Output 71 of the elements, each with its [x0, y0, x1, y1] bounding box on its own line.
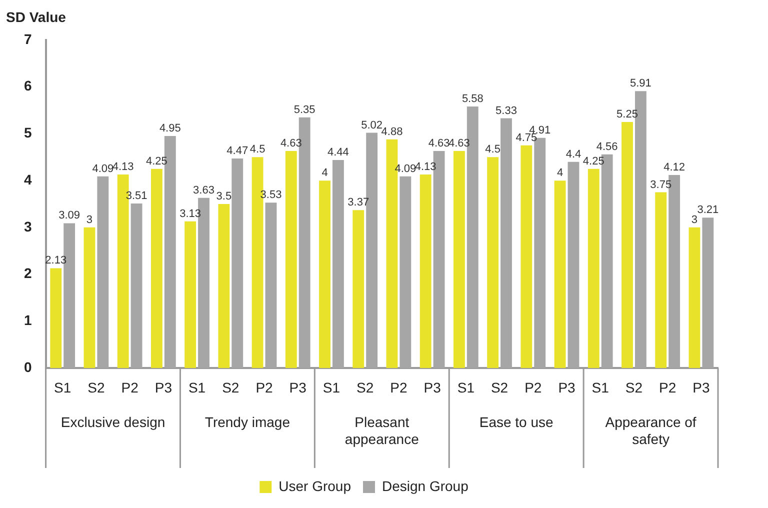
x-tick-label: P3: [558, 379, 576, 396]
y-tick-label: 5: [24, 124, 32, 141]
data-label: 4.13: [414, 161, 436, 174]
data-label: 4.44: [327, 146, 349, 158]
text: Appearance of safety: [605, 414, 696, 447]
y-tick-label: 4: [24, 171, 32, 188]
legend-label: Design Group: [382, 478, 469, 494]
data-label: 4.09: [92, 162, 114, 175]
text: Trendy image: [204, 414, 290, 430]
x-tick-label: S1: [457, 379, 475, 396]
data-label: 4.63: [428, 138, 450, 150]
data-label: 5.35: [294, 104, 316, 116]
x-tick-label: S2: [88, 379, 105, 396]
x-tick-label: P2: [524, 379, 542, 396]
y-axis-title: SD Value: [6, 8, 66, 25]
data-label: 4.88: [381, 126, 403, 138]
x-tick-label: S2: [625, 379, 643, 396]
x-tick-label: P2: [256, 379, 274, 396]
x-tick-label: S1: [54, 379, 72, 396]
data-label: 3.09: [58, 210, 80, 222]
data-label: 4.12: [664, 161, 686, 174]
data-label: 3.75: [650, 178, 672, 191]
x-tick-label: P2: [121, 379, 139, 396]
data-label: 3: [86, 214, 93, 226]
data-label: 3.5: [216, 190, 232, 203]
legend-label: User Group: [278, 478, 352, 494]
data-label: 3: [691, 214, 698, 226]
data-label: 4.63: [448, 138, 470, 150]
data-label: 4.56: [596, 140, 618, 153]
data-label: 3.63: [193, 184, 214, 196]
data-label: 4.63: [280, 138, 302, 150]
data-label: 3.21: [697, 204, 719, 216]
y-tick-label: 3: [24, 218, 32, 234]
text: Pleasant appearance: [344, 414, 420, 447]
x-tick-label: P2: [390, 379, 408, 396]
x-tick-label: S2: [356, 379, 374, 396]
data-label: 4.5: [250, 144, 266, 156]
data-label: 4.25: [582, 155, 604, 168]
data-label: 5.02: [361, 119, 383, 132]
text: Exclusive design: [60, 414, 166, 430]
data-label: 5.25: [616, 108, 638, 121]
x-tick-label: P3: [289, 379, 307, 396]
x-tick-label: S2: [490, 379, 508, 396]
x-tick-label: P3: [692, 379, 710, 396]
x-tick-label: S1: [188, 379, 206, 396]
y-tick-label: 7: [24, 30, 32, 47]
data-label: 4.13: [112, 161, 134, 174]
data-label: 3.13: [180, 208, 202, 220]
data-label: 4: [322, 167, 328, 180]
y-tick-label: 2: [24, 265, 32, 282]
data-label: 4.47: [226, 145, 248, 158]
data-label: 4.25: [146, 155, 168, 168]
y-tick-label: 6: [24, 78, 32, 94]
x-tick-label: S1: [322, 379, 340, 396]
data-label: 4.5: [485, 144, 500, 156]
x-tick-label: S1: [592, 379, 610, 396]
data-label: 3.37: [348, 196, 370, 209]
x-tick-label: S2: [222, 379, 240, 396]
data-label: 2.13: [45, 254, 67, 267]
data-label: 4: [556, 167, 564, 180]
data-label: 5.33: [496, 104, 517, 117]
x-tick-label: P2: [659, 379, 676, 396]
data-label: 5.58: [462, 93, 484, 106]
x-tick-label: P3: [424, 379, 442, 396]
data-label: 5.91: [630, 78, 652, 90]
y-tick-label: 1: [24, 312, 32, 328]
y-tick-label: 0: [24, 358, 32, 375]
data-label: 4.4: [566, 148, 582, 160]
data-label: 4.95: [159, 122, 181, 135]
text: Ease to use: [479, 414, 554, 430]
x-tick-label: P3: [154, 379, 172, 396]
